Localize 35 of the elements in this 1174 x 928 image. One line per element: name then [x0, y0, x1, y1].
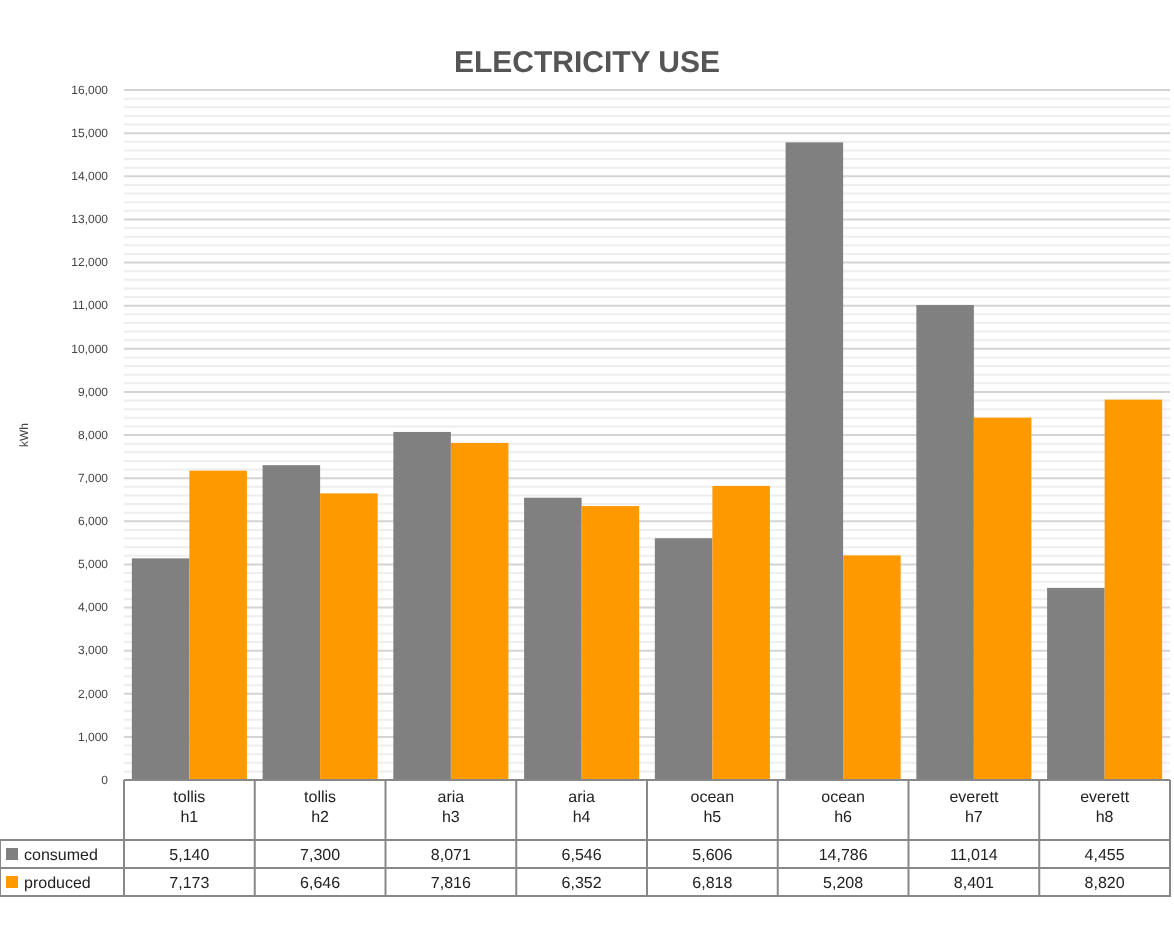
- data-label: 7,816: [430, 874, 472, 892]
- x-tick-label: tollis h2: [304, 788, 337, 826]
- bar: [320, 493, 378, 780]
- x-tick-label: ocean h6: [821, 788, 865, 826]
- data-label: 6,818: [692, 874, 734, 892]
- x-tick-label: aria h3: [437, 788, 466, 826]
- data-label: 5,140: [169, 846, 211, 864]
- x-tick-label: aria h4: [568, 788, 597, 826]
- bar: [843, 555, 901, 780]
- data-label: 6,546: [561, 846, 603, 864]
- bar: [973, 417, 1032, 780]
- bar: [1104, 399, 1163, 780]
- data-label: 5,208: [823, 874, 865, 892]
- data-label: 6,352: [561, 874, 603, 892]
- legend-label: produced: [24, 874, 91, 892]
- bar: [189, 470, 247, 780]
- bar: [450, 442, 509, 780]
- x-tick-label: everett h8: [1080, 788, 1131, 826]
- legend-label: consumed: [24, 846, 98, 864]
- data-label: 7,300: [300, 846, 342, 864]
- data-label: 8,820: [1084, 874, 1126, 892]
- x-tick-label: ocean h5: [690, 788, 735, 826]
- data-label: 11,014: [950, 846, 999, 864]
- bar: [581, 506, 640, 780]
- x-tick-label: tollis h1: [173, 788, 206, 826]
- data-label: 7,173: [169, 874, 211, 892]
- data-label: 5,606: [692, 846, 734, 864]
- data-label: 8,401: [953, 874, 995, 892]
- chart-title: ELECTRICITY USE: [453, 46, 721, 80]
- bar: [712, 485, 770, 780]
- data-label: 8,071: [430, 846, 472, 864]
- data-label: 4,455: [1084, 846, 1126, 864]
- x-tick-label: everett h7: [949, 788, 1000, 826]
- data-label: 6,646: [300, 874, 342, 892]
- data-label: 14,786: [818, 846, 869, 864]
